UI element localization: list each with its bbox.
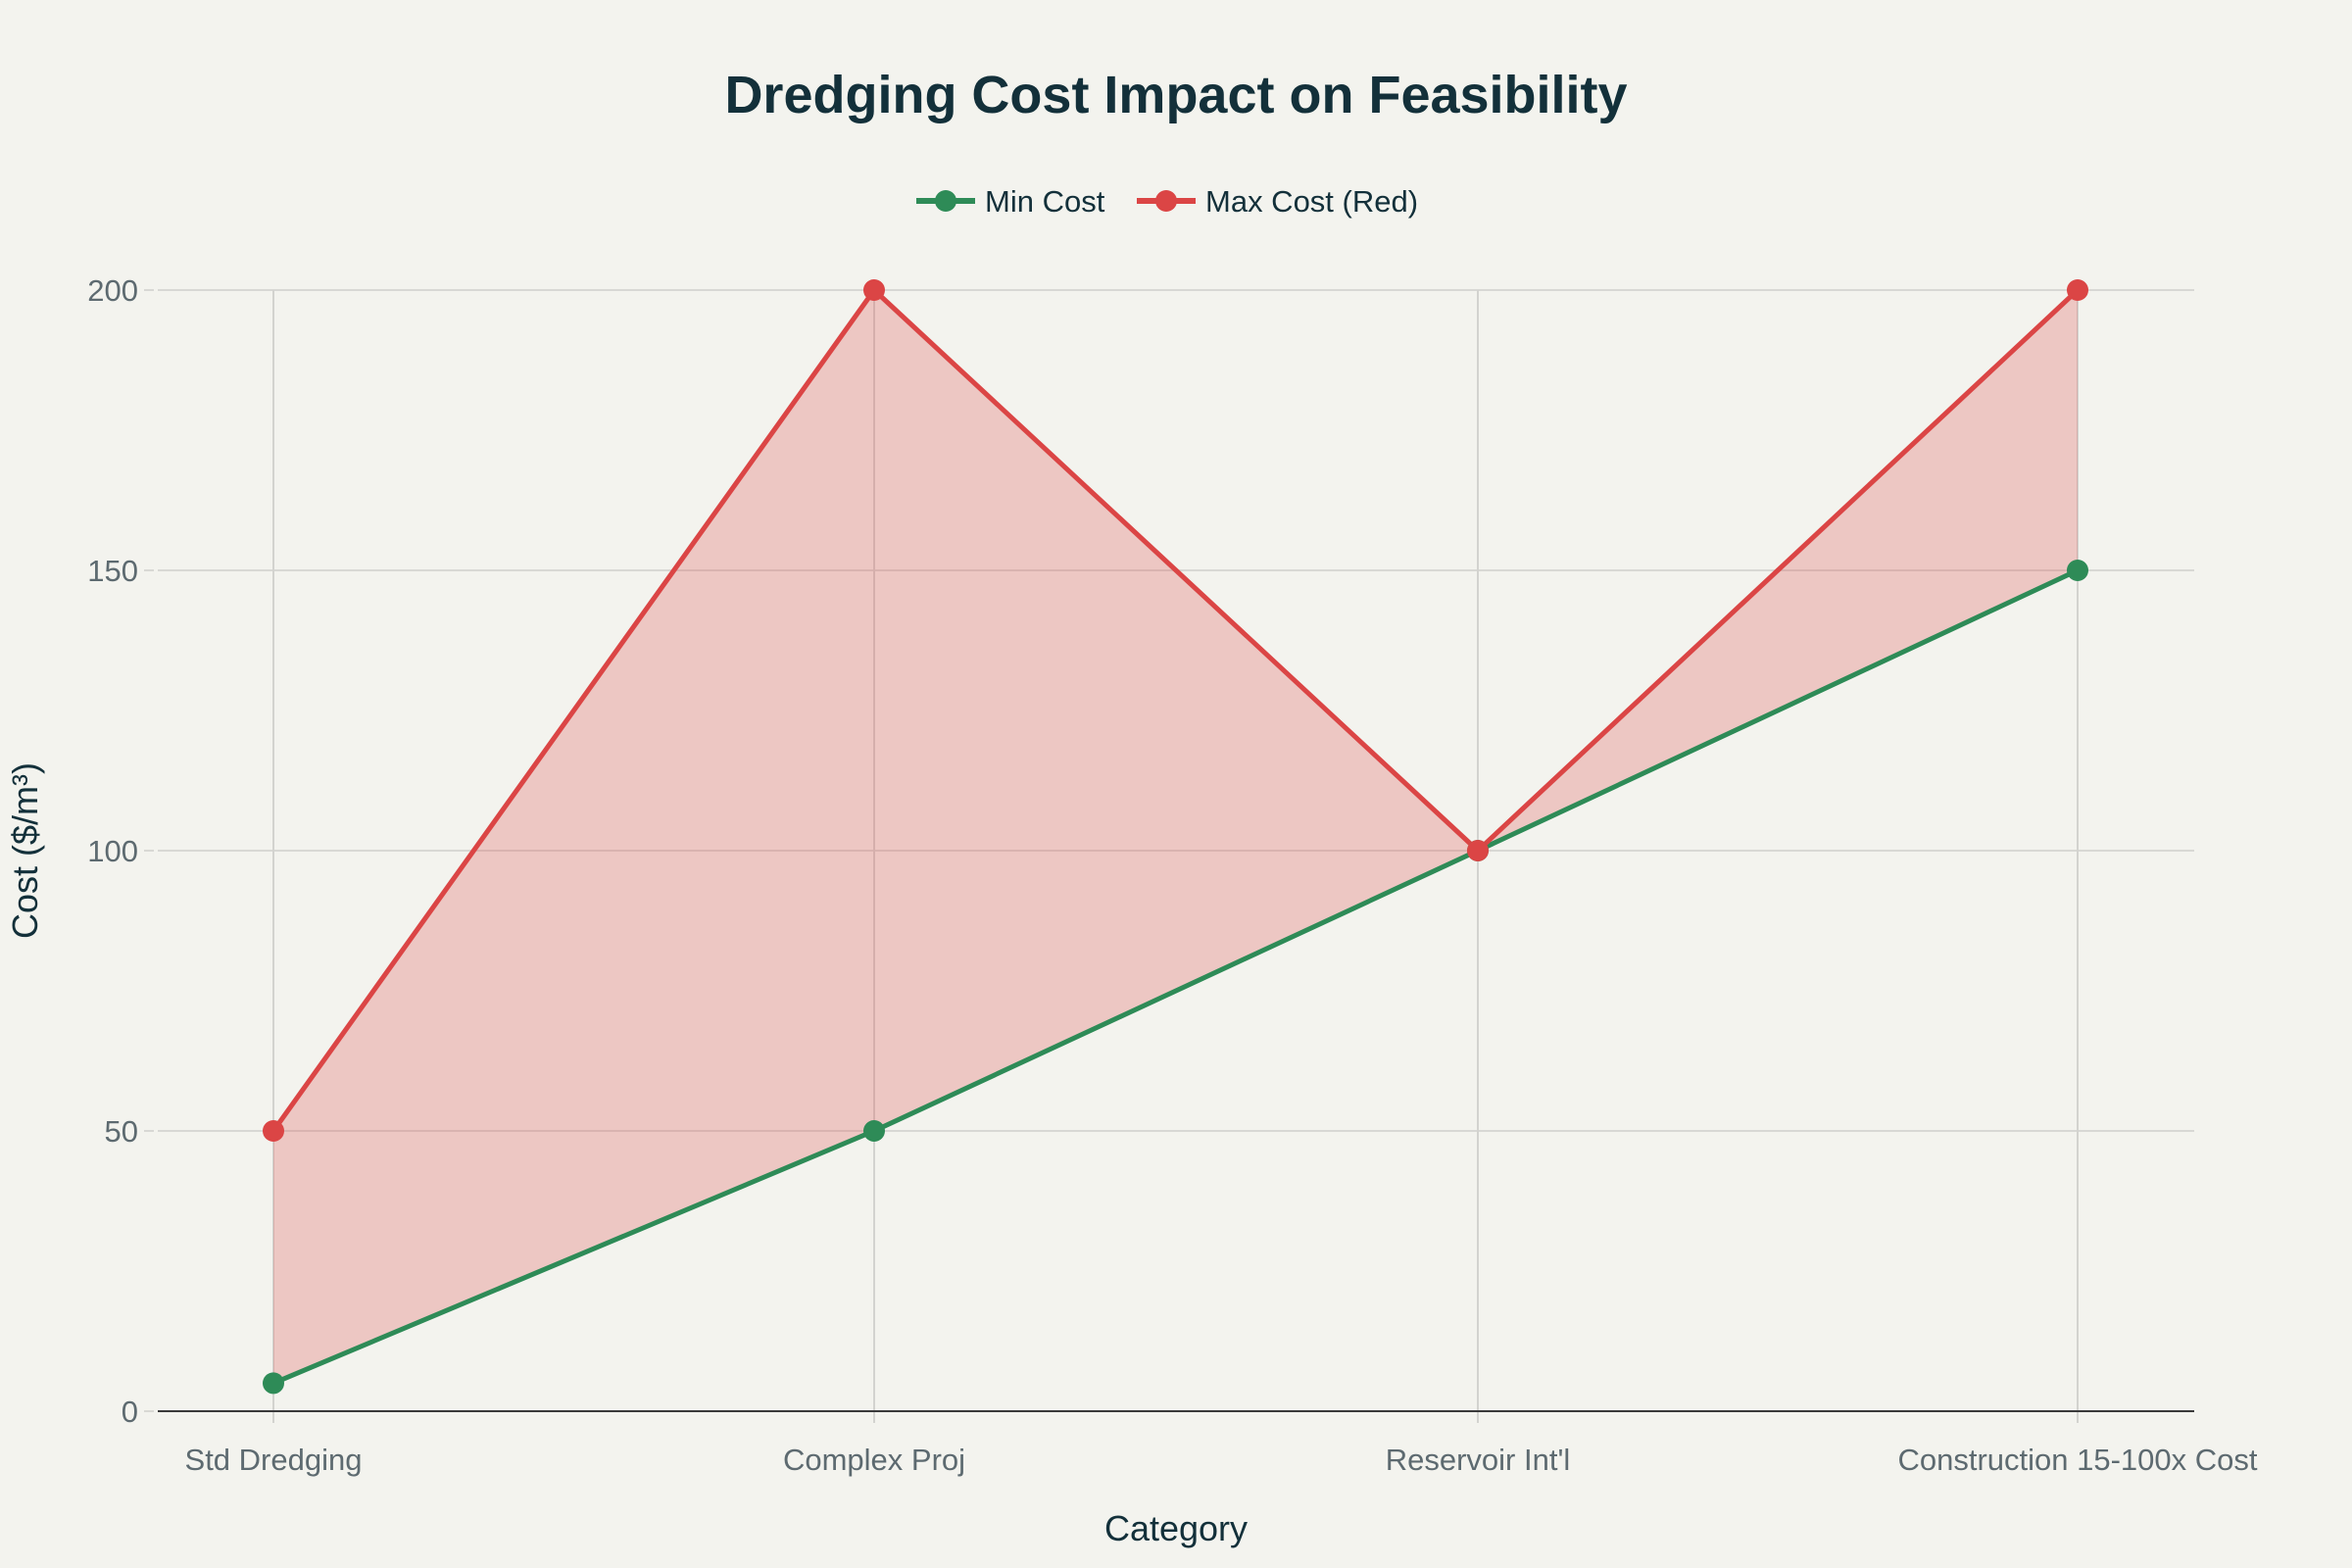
min-cost-point [2067,560,2088,581]
min-cost-point [863,1120,885,1142]
y-tick-label: 100 [87,834,138,868]
series-lines [263,279,2088,1395]
y-tick-label: 200 [87,273,138,308]
chart-title: Dredging Cost Impact on Feasibility [724,66,1627,124]
max-cost-point [2067,279,2088,301]
legend-label: Min Cost [985,184,1105,219]
x-tick-label: Std Dredging [185,1443,363,1477]
range-fill [273,290,2078,1384]
y-axis-label: Cost ($/m³) [5,762,45,939]
legend-swatch-marker [935,190,956,212]
legend-swatch-marker [1155,190,1177,212]
x-tick-label: Construction 15-100x Cost [1897,1443,2257,1477]
x-axis-label: Category [1104,1508,1248,1548]
x-tick-label: Reservoir Int'l [1386,1443,1571,1477]
max-cost-point [1467,840,1489,861]
max-cost-line [270,287,2080,1133]
min-cost-line [272,567,2080,1386]
max-cost-point [863,279,885,301]
y-tick-labels: 0 50 100 150 200 [87,273,138,1429]
x-tick-labels: Std Dredging Complex Proj Reservoir Int'l C… [185,1443,2258,1477]
min-cost-point [263,1372,284,1395]
max-cost-point [263,1120,284,1142]
y-tick-label: 0 [122,1395,138,1429]
y-tick-label: 150 [87,554,138,588]
legend: Min Cost Max Cost (Red) [916,184,1418,219]
y-tick-label: 50 [105,1114,138,1149]
x-tick-label: Complex Proj [783,1443,965,1477]
legend-label: Max Cost (Red) [1205,184,1418,219]
range-fill-area [273,290,2078,1384]
